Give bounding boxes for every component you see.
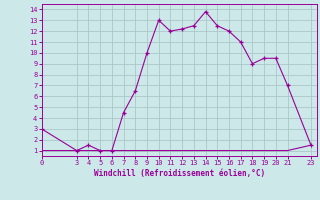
- X-axis label: Windchill (Refroidissement éolien,°C): Windchill (Refroidissement éolien,°C): [94, 169, 265, 178]
